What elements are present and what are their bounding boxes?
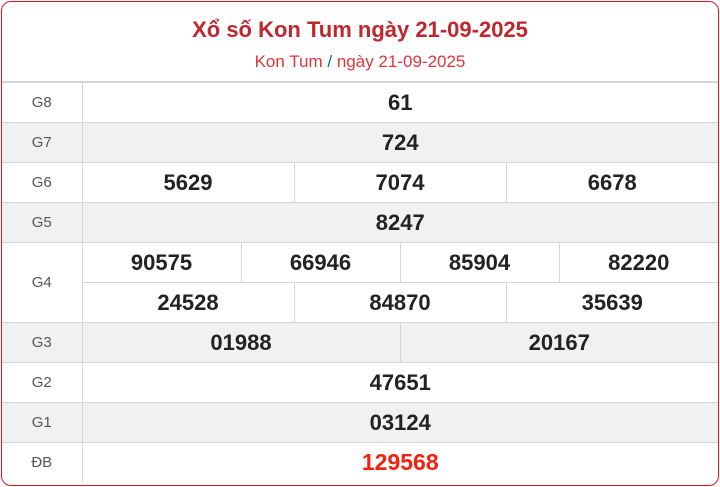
row-g5: G5 8247: [2, 202, 718, 243]
prize-number: 90575: [81, 242, 242, 283]
results-table: G8 61 G7 724 G6 5629 7074 6678 G5 8247 G…: [2, 82, 718, 482]
prize-number: 20167: [399, 322, 718, 363]
prize-number: 66946: [240, 242, 401, 283]
special-prize-number: 129568: [81, 442, 718, 482]
header: Xổ số Kon Tum ngày 21-09-2025 Kon Tum / …: [2, 2, 718, 82]
prize-label: G7: [2, 122, 83, 163]
prize-number: 03124: [81, 402, 718, 443]
breadcrumb-separator: /: [327, 52, 333, 71]
prize-label: ĐB: [2, 442, 83, 482]
prize-number: 47651: [81, 362, 718, 403]
prize-number: 61: [81, 82, 718, 123]
prize-number: 5629: [81, 162, 295, 203]
prize-label: G8: [2, 82, 83, 123]
row-g3: G3 01988 20167: [2, 322, 718, 363]
row-g1: G1 03124: [2, 402, 718, 443]
row-g2: G2 47651: [2, 362, 718, 403]
prize-number: 7074: [293, 162, 507, 203]
prize-label: G3: [2, 322, 83, 363]
prize-number: 8247: [81, 202, 718, 243]
prize-label: G6: [2, 162, 83, 203]
prize-number: 85904: [399, 242, 560, 283]
prize-label: G4: [2, 242, 83, 323]
prize-number: 6678: [505, 162, 718, 203]
page-title: Xổ số Kon Tum ngày 21-09-2025: [192, 17, 528, 42]
row-g4: G4 90575 66946 85904 82220: [2, 242, 718, 323]
breadcrumb: Kon Tum / ngày 21-09-2025: [2, 52, 718, 72]
prize-number: 01988: [81, 322, 401, 363]
breadcrumb-date[interactable]: ngày 21-09-2025: [336, 52, 466, 71]
prize-number: 24528: [81, 282, 295, 323]
prize-number: 35639: [505, 282, 718, 323]
row-g7: G7 724: [2, 122, 718, 163]
row-special: ĐB 129568: [2, 442, 718, 482]
row-g8: G8 61: [2, 82, 718, 123]
prize-number: 724: [81, 122, 718, 163]
prize-number: 84870: [293, 282, 507, 323]
breadcrumb-province[interactable]: Kon Tum: [254, 52, 323, 71]
row-g4-2: 24528 84870 35639: [2, 282, 718, 323]
prize-label: G5: [2, 202, 83, 243]
prize-number: 82220: [558, 242, 718, 283]
prize-label: G1: [2, 402, 83, 443]
prize-label: G2: [2, 362, 83, 403]
row-g6: G6 5629 7074 6678: [2, 162, 718, 203]
